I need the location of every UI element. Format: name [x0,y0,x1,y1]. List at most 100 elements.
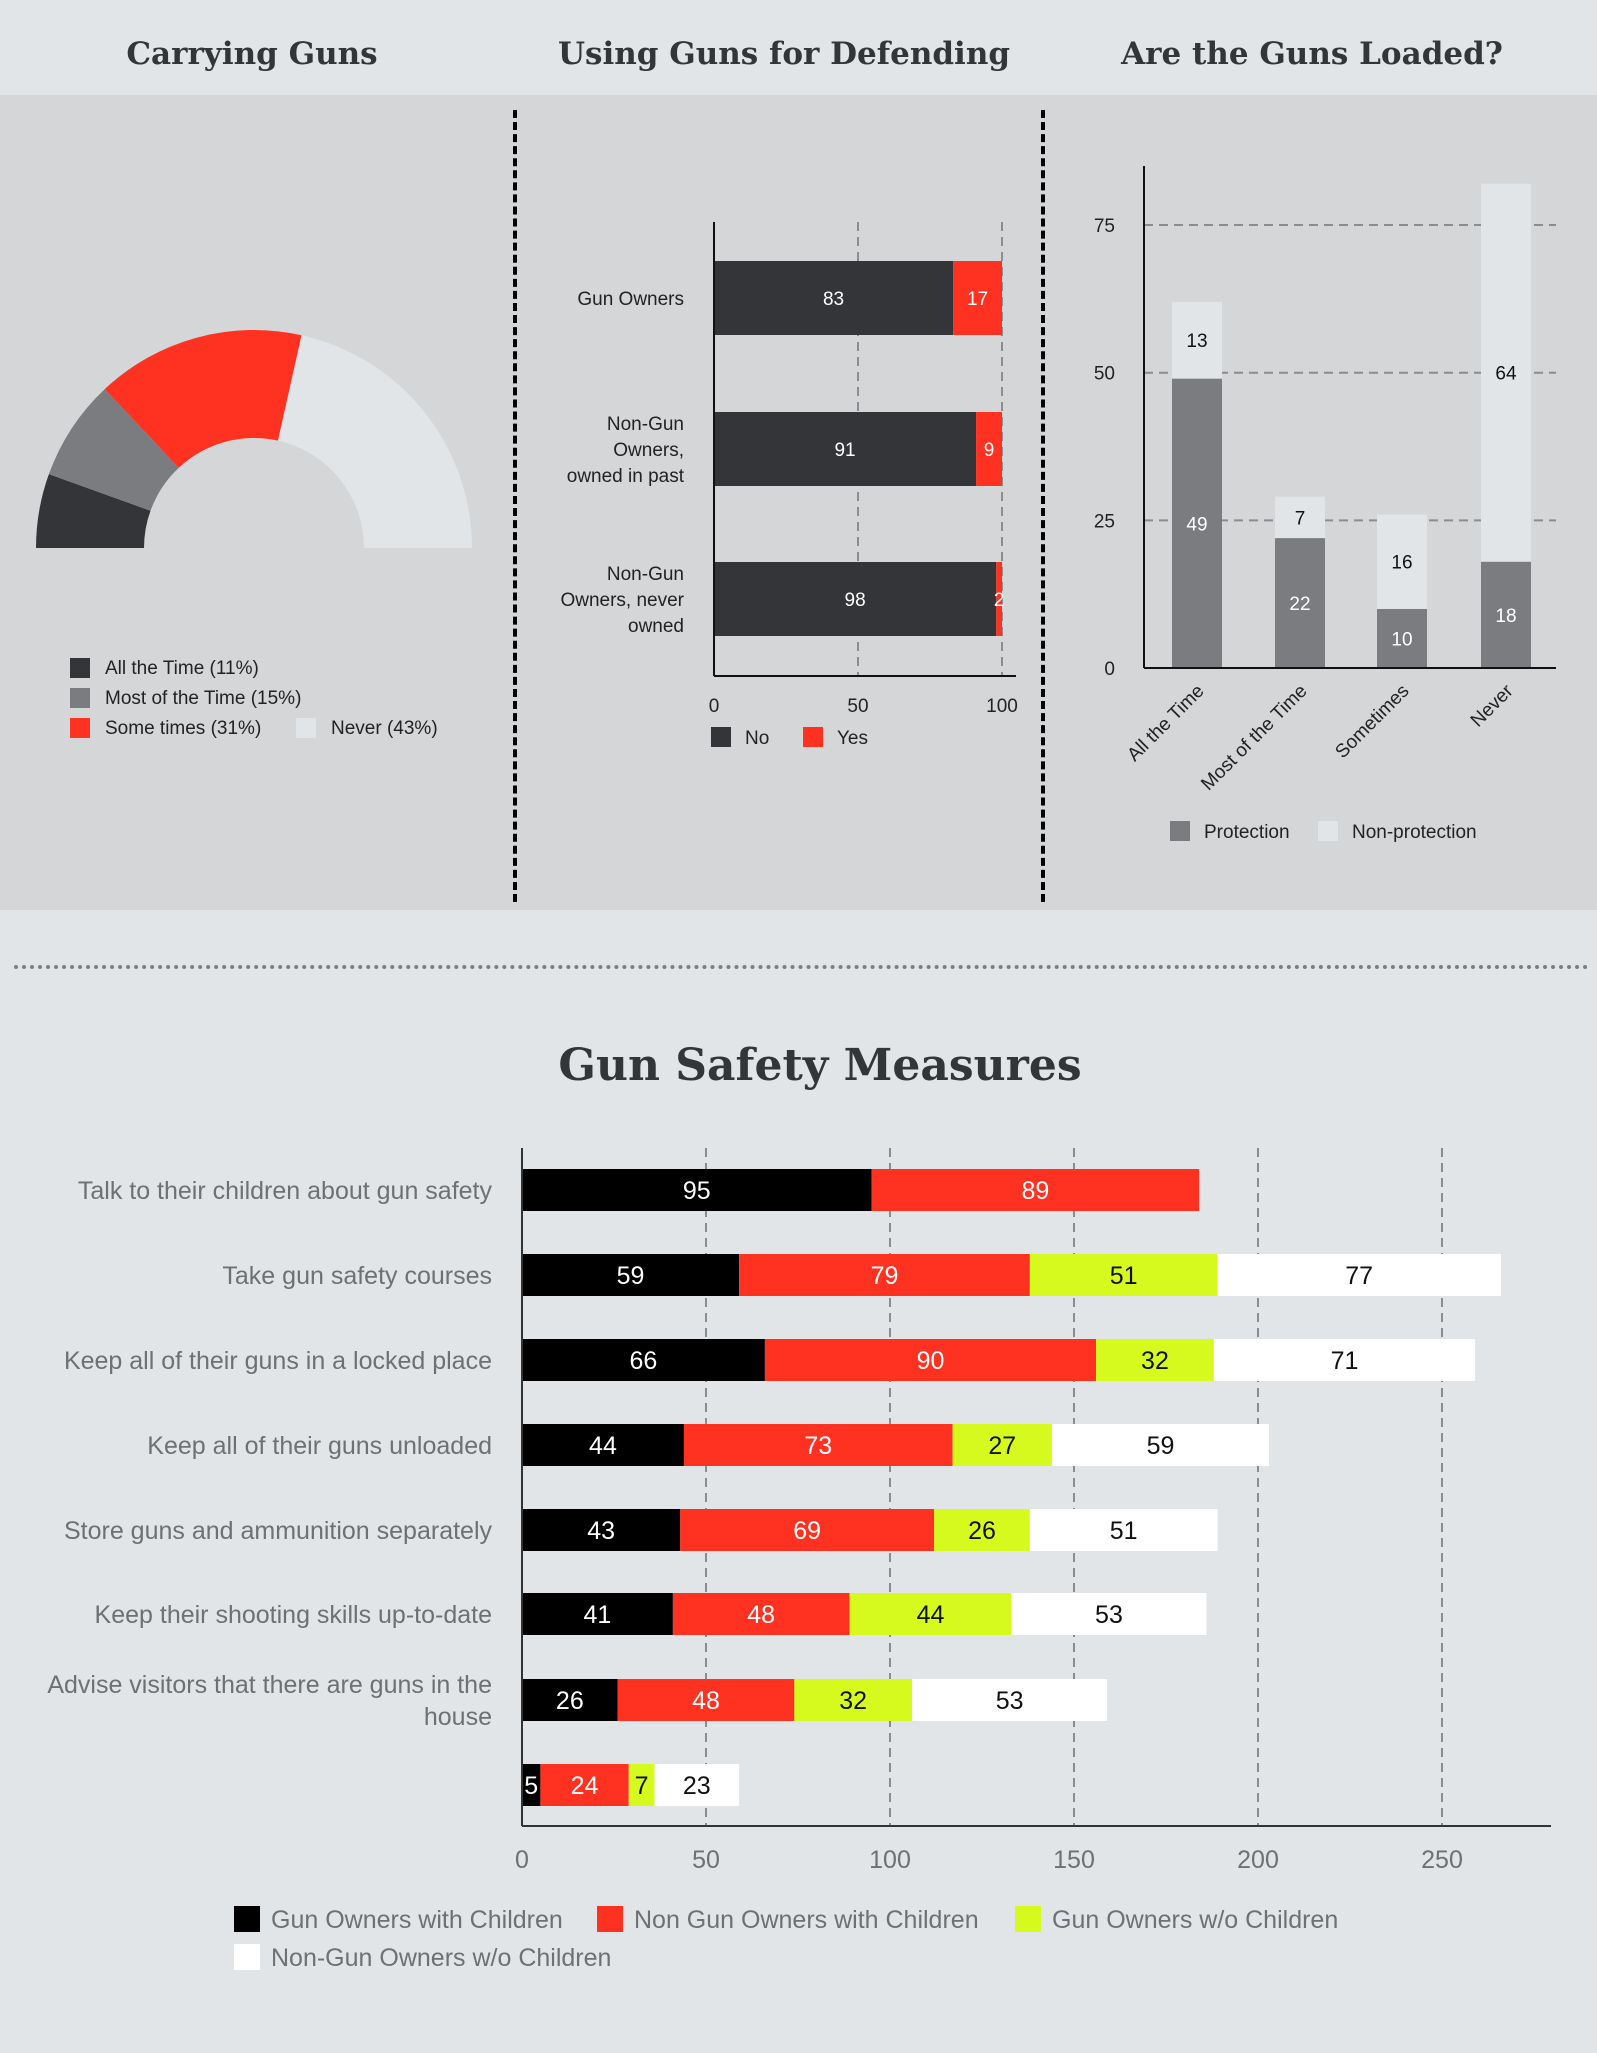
safety-bar-1-2 [764,1339,1097,1381]
loaded-legend-label-1: Non-protection [1352,822,1477,843]
header-band [0,0,1597,95]
safety-value-3-3: 59 [1147,1432,1175,1460]
defending-tick-0: 0 [709,696,720,717]
defending-bar-1-1 [976,412,1002,486]
loaded-tick-3: 75 [1094,216,1115,237]
defending-legend-label-0: No [745,728,769,749]
defending-title: Using Guns for Defending [557,36,1011,72]
loaded-bar-0-0 [1172,378,1222,668]
loaded-legend-swatch-1 [1318,821,1338,841]
safety-value-1-7: 24 [571,1772,599,1800]
safety-value-2-6: 32 [839,1687,867,1715]
safety-tick-1: 50 [692,1846,720,1874]
defending-tick-1: 50 [847,696,868,717]
loaded-bar-1-1 [1275,496,1325,539]
loaded-value-0-0: 49 [1186,514,1207,535]
gun-safety-title: Gun Safety Measures [558,1040,1082,1091]
safety-bar-3-1 [1217,1254,1501,1296]
safety-bar-1-7 [540,1764,629,1806]
defending-legend-label-1: Yes [837,728,868,749]
safety-legend-label-2: Gun Owners w/o Children [1052,1906,1338,1934]
safety-value-3-5: 53 [1095,1601,1123,1629]
loaded-value-1-0: 13 [1186,331,1207,352]
safety-legend-label-1: Non Gun Owners with Children [634,1906,979,1934]
defending-legend-swatch-1 [803,727,823,747]
safety-bar-2-6 [794,1679,913,1721]
safety-legend-swatch-1 [597,1906,623,1932]
loaded-value-0-1: 22 [1289,594,1310,615]
safety-bar-2-5 [849,1593,1012,1635]
carrying-legend-swatch-3 [296,718,316,738]
safety-legend-swatch-3 [234,1944,260,1970]
safety-value-0-1: 59 [617,1262,645,1290]
loaded-bar-0-3 [1481,561,1531,668]
safety-value-2-4: 26 [968,1517,996,1545]
loaded-value-1-1: 7 [1295,508,1306,529]
loaded-tick-2: 50 [1094,364,1115,385]
safety-category-0-0: Talk to their children about gun safety [78,1177,493,1205]
safety-category-4-0: Store guns and ammunition separately [64,1517,493,1545]
defending-legend-swatch-0 [711,727,731,747]
defending-value-0-0: 83 [823,289,844,310]
safety-bar-3-3 [1051,1424,1270,1466]
safety-value-1-5: 48 [747,1601,775,1629]
safety-value-0-3: 44 [589,1432,617,1460]
carrying-legend-swatch-1 [70,688,90,708]
safety-bar-0-7 [522,1764,541,1806]
safety-bar-3-2 [1213,1339,1476,1381]
loaded-category-2: Sometimes [1331,681,1413,763]
safety-legend-swatch-2 [1015,1906,1041,1932]
loaded-value-0-3: 18 [1495,606,1516,627]
safety-value-1-2: 90 [917,1347,945,1375]
safety-bar-0-1 [522,1254,740,1296]
defending-value-1-1: 9 [984,440,995,461]
safety-value-0-2: 66 [630,1347,658,1375]
safety-bar-3-5 [1011,1593,1207,1635]
carrying-slice-1 [48,389,179,511]
loaded-bar-1-2 [1377,514,1427,609]
defending-bar-1-2 [996,562,1002,636]
defending-category-1-1: Owners, [613,440,684,461]
defending-category-2-0: Non-Gun [607,564,684,585]
loaded-value-1-2: 16 [1391,553,1412,574]
safety-category-6-0: Advise visitors that there are guns in t… [47,1671,492,1699]
defending-category-0-0: Gun Owners [577,289,684,310]
safety-tick-3: 150 [1053,1846,1095,1874]
defending-value-0-2: 98 [845,590,866,611]
carrying-guns-title: Carrying Guns [126,36,378,72]
defending-value-1-2: 2 [994,590,1005,611]
section-separator [14,965,1589,969]
safety-bar-0-3 [522,1424,684,1466]
safety-category-2-0: Keep all of their guns in a locked place [64,1347,492,1375]
safety-bar-2-4 [934,1509,1030,1551]
safety-value-1-1: 79 [871,1262,899,1290]
carrying-legend-swatch-0 [70,658,90,678]
defending-category-2-2: owned [628,616,684,637]
loaded-tick-0: 0 [1104,659,1115,680]
safety-legend-label-0: Gun Owners with Children [271,1906,563,1934]
loaded-title: Are the Guns Loaded? [1121,36,1503,72]
safety-bar-1-0 [871,1169,1200,1211]
divider-right [1041,110,1045,902]
safety-value-0-0: 95 [683,1177,711,1205]
safety-bar-3-7 [654,1764,740,1806]
safety-category-1-0: Take gun safety courses [222,1262,492,1290]
carrying-legend-swatch-2 [70,718,90,738]
divider-left [513,110,517,902]
safety-bar-3-4 [1029,1509,1218,1551]
safety-value-2-3: 27 [988,1432,1016,1460]
carrying-legend-label-2: Some times (31%) [105,718,261,739]
safety-bar-1-5 [672,1593,850,1635]
defending-category-2-1: Owners, never [560,590,684,611]
carrying-legend-label-3: Never (43%) [331,718,438,739]
safety-value-1-0: 89 [1021,1177,1049,1205]
safety-value-1-4: 69 [793,1517,821,1545]
loaded-value-1-3: 64 [1495,364,1517,385]
safety-bar-1-6 [617,1679,795,1721]
safety-bar-0-2 [522,1339,765,1381]
safety-value-1-3: 73 [804,1432,832,1460]
safety-bar-2-7 [628,1764,655,1806]
safety-value-0-6: 26 [556,1687,584,1715]
safety-value-2-5: 44 [917,1601,945,1629]
